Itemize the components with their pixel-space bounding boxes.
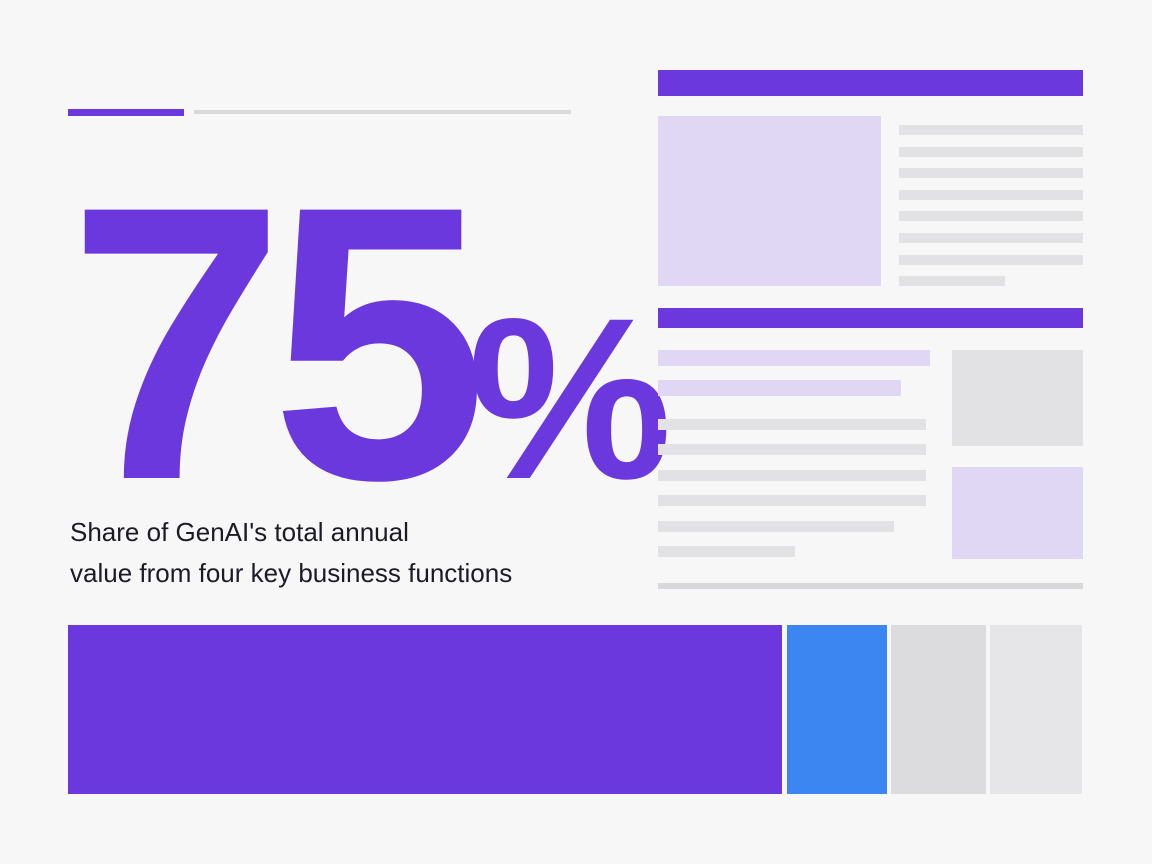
band-block <box>787 625 887 794</box>
mockup-line <box>899 211 1083 221</box>
caption-line: Share of GenAI's total annual <box>70 517 409 547</box>
band-block <box>68 625 782 794</box>
mockup-box <box>952 350 1083 446</box>
mockup-header <box>658 70 1083 96</box>
mockup-line <box>658 444 926 455</box>
mockup-line <box>658 546 795 557</box>
band-block <box>990 625 1082 794</box>
mockup-box <box>952 467 1083 559</box>
mockup-line <box>899 255 1083 265</box>
divider-line <box>194 110 571 114</box>
mockup-line <box>899 168 1083 178</box>
mockup-line <box>899 147 1083 157</box>
caption-line: value from four key business functions <box>70 558 512 588</box>
mockup-heading <box>658 350 930 366</box>
mockup-rule <box>658 583 1083 589</box>
mockup-line <box>658 470 926 481</box>
mockup-line <box>899 125 1083 135</box>
mockup-section-bar <box>658 308 1083 328</box>
mockup-line <box>899 233 1083 243</box>
mockup-line <box>658 495 926 506</box>
document-mockup <box>658 70 1083 589</box>
mockup-line <box>658 521 894 532</box>
accent-line <box>68 109 184 116</box>
mockup-heading <box>658 380 901 396</box>
mockup-line <box>658 419 926 430</box>
mockup-line <box>899 190 1083 200</box>
band-block <box>891 625 986 794</box>
mockup-line <box>899 276 1005 286</box>
stat-value: 75% <box>68 125 667 561</box>
mockup-image <box>658 116 881 286</box>
